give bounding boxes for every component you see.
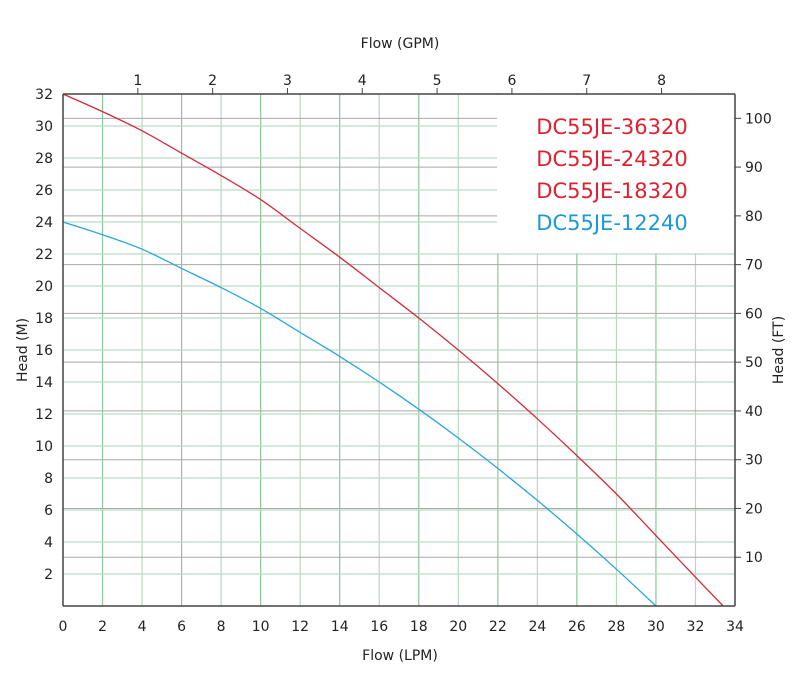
x-tick-label: 10 bbox=[252, 619, 270, 635]
x-tick-label: 8 bbox=[217, 619, 226, 635]
x-tick-label: 6 bbox=[177, 619, 186, 635]
y2-tick-label: 100 bbox=[745, 111, 772, 127]
x2-tick-label: 7 bbox=[582, 73, 591, 89]
y-tick-label: 32 bbox=[35, 87, 53, 103]
x-tick-label: 28 bbox=[607, 619, 625, 635]
series-line-0 bbox=[62, 93, 724, 607]
y2-tick-label: 40 bbox=[745, 404, 763, 420]
x2-tick-label: 2 bbox=[208, 73, 217, 89]
y2-axis-label: Head (FT) bbox=[771, 316, 787, 384]
y-tick-label: 30 bbox=[35, 119, 53, 135]
y-tick-label: 26 bbox=[35, 183, 53, 199]
legend-entry: DC55JE-18320 bbox=[536, 179, 687, 203]
x-tick-label: 2 bbox=[98, 619, 107, 635]
y-axis-label: Head (M) bbox=[15, 318, 31, 382]
y2-tick-label: 30 bbox=[745, 453, 763, 469]
x-tick-label: 26 bbox=[568, 619, 586, 635]
x2-tick-label: 5 bbox=[433, 73, 442, 89]
x-tick-label: 22 bbox=[489, 619, 507, 635]
y-tick-label: 18 bbox=[35, 311, 53, 327]
y-tick-label: 12 bbox=[35, 407, 53, 423]
x2-tick-label: 1 bbox=[133, 73, 142, 89]
y-tick-label: 20 bbox=[35, 279, 53, 295]
x-tick-label: 12 bbox=[291, 619, 309, 635]
y2-tick-label: 70 bbox=[745, 258, 763, 274]
y2-tick-label: 10 bbox=[745, 550, 763, 566]
y-tick-label: 22 bbox=[35, 247, 53, 263]
x-tick-label: 18 bbox=[410, 619, 428, 635]
y-tick-label: 10 bbox=[35, 439, 53, 455]
x-tick-label: 14 bbox=[331, 619, 349, 635]
legend-entry: DC55JE-12240 bbox=[536, 211, 687, 235]
x-tick-label: 30 bbox=[647, 619, 665, 635]
x-tick-label: 34 bbox=[726, 619, 744, 635]
y-tick-label: 24 bbox=[35, 215, 53, 231]
x-tick-label: 32 bbox=[687, 619, 705, 635]
y-tick-label: 2 bbox=[44, 567, 53, 583]
y2-tick-label: 20 bbox=[745, 501, 763, 517]
y-tick-label: 14 bbox=[35, 375, 53, 391]
x2-tick-label: 8 bbox=[657, 73, 666, 89]
x2-axis-label: Flow (GPM) bbox=[361, 36, 440, 52]
x-tick-label: 24 bbox=[528, 619, 546, 635]
x-tick-label: 16 bbox=[370, 619, 388, 635]
x2-tick-label: 3 bbox=[283, 73, 292, 89]
legend-entry: DC55JE-24320 bbox=[536, 147, 687, 171]
legend-entry: DC55JE-36320 bbox=[536, 115, 687, 139]
series-layer bbox=[62, 93, 724, 607]
x-tick-label: 4 bbox=[138, 619, 147, 635]
x2-tick-label: 4 bbox=[358, 73, 367, 89]
x2-tick-label: 6 bbox=[507, 73, 516, 89]
y-tick-label: 8 bbox=[44, 471, 53, 487]
x-tick-label: 0 bbox=[59, 619, 68, 635]
y2-tick-label: 60 bbox=[745, 306, 763, 322]
y-tick-label: 16 bbox=[35, 343, 53, 359]
legend-box bbox=[497, 95, 734, 253]
x-tick-label: 20 bbox=[449, 619, 467, 635]
axes: 0 2 4 6 8 10 12 14 16 18 20 22 24 26 28 30 32 34246810121… bbox=[35, 73, 772, 635]
y2-tick-label: 80 bbox=[745, 209, 763, 225]
y2-tick-label: 90 bbox=[745, 160, 763, 176]
y-tick-label: 6 bbox=[44, 503, 53, 519]
x-axis-label: Flow (LPM) bbox=[362, 648, 438, 664]
series-line-1 bbox=[62, 221, 657, 607]
y-tick-label: 28 bbox=[35, 151, 53, 167]
y-tick-label: 4 bbox=[44, 535, 53, 551]
legend: DC55JE-36320 DC55JE-24320 DC55JE-18320 DC55… bbox=[536, 115, 687, 235]
y2-tick-label: 50 bbox=[745, 355, 763, 371]
